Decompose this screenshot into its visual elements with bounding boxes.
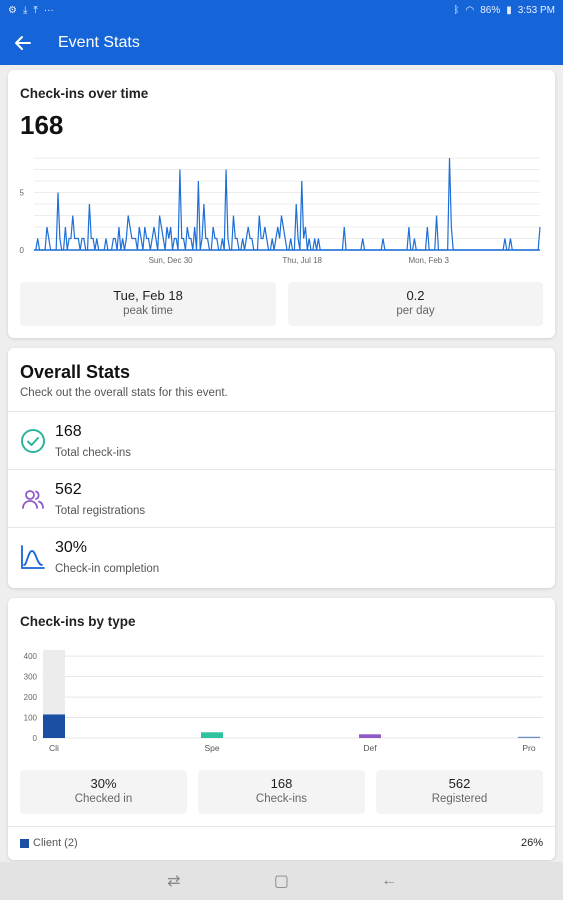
x-tick-label: Spe — [204, 743, 219, 753]
y-tick-label: 0 — [33, 734, 38, 743]
legend-row-client[interactable]: Client (2) 26% — [8, 826, 555, 860]
overall-stats-card: Overall Stats Check out the overall stat… — [8, 348, 555, 588]
system-nav-bar: ⇄ ▢ ← — [0, 862, 563, 900]
battery-icon: ▮ — [506, 4, 512, 16]
back-icon[interactable]: ← — [381, 872, 398, 889]
overall-stats-title: Overall Stats — [20, 362, 131, 382]
registered-value: 562 — [448, 776, 471, 791]
y-tick-label: 200 — [24, 693, 38, 702]
stat-row-registrations: 562 Total registrations — [8, 469, 555, 527]
checkins-by-type-card: Check-ins by type 0 100 200 300 400 Cli Spe Def… — [8, 598, 555, 860]
bar-checked-in — [43, 714, 65, 738]
status-right: ᛒ ◠ 86% ▮ 3:53 PM — [453, 5, 555, 16]
legend-label: Client (2) — [33, 837, 78, 849]
legend-swatch — [20, 839, 29, 848]
checked-in-box: 30% Checked in — [20, 770, 187, 814]
checked-in-label: Checked in — [74, 793, 133, 805]
completion-value: 30% — [55, 539, 88, 556]
home-icon[interactable]: ▢ — [273, 873, 290, 890]
checkins-over-time-title: Check-ins over time — [20, 86, 149, 101]
more-icon: ··· — [43, 4, 54, 16]
per-day-box: 0.2 per day — [288, 282, 543, 326]
peak-time-value: Tue, Feb 18 — [113, 288, 183, 303]
overall-stats-subtitle: Check out the overall stats for this eve… — [20, 387, 228, 399]
y-tick-label: 400 — [24, 652, 38, 661]
users-icon — [22, 490, 44, 509]
checkins-over-time-card: Check-ins over time 168 0 5 Sun, Dec 30 Thu… — [8, 70, 555, 338]
page-title: Event Stats — [58, 33, 140, 51]
completion-label: Check-in completion — [55, 563, 160, 575]
per-day-value: 0.2 — [406, 288, 425, 303]
checkins-by-type-chart: 0 100 200 300 400 Cli Spe Def Pro — [24, 650, 543, 753]
registered-label: Registered — [431, 793, 488, 805]
upload-icon: ⤒ — [33, 4, 38, 16]
stat-row-checkins: 168 Total check-ins — [8, 411, 555, 469]
peak-time-box: Tue, Feb 18 peak time — [20, 282, 276, 326]
battery-percent: 86% — [480, 4, 501, 16]
peak-time-label: peak time — [123, 305, 173, 317]
check-ins-box: 168 Check-ins — [198, 770, 365, 814]
check-ins-label: Check-ins — [255, 793, 308, 805]
recent-apps-icon[interactable]: ⇄ — [167, 873, 181, 890]
total-checkins-value: 168 — [55, 423, 82, 440]
gear-icon: ⚙ — [8, 4, 17, 16]
total-registrations-value: 562 — [55, 481, 82, 498]
wifi-icon: ◠ — [465, 4, 475, 16]
app-bar: Event Stats — [0, 20, 563, 65]
x-tick-label: Cli — [49, 743, 59, 753]
bluetooth-icon: ᛒ — [453, 4, 460, 16]
y-tick-label: 0 — [20, 246, 25, 255]
checkins-total: 168 — [20, 110, 64, 140]
y-tick-label: 5 — [20, 189, 25, 198]
total-checkins-label: Total check-ins — [55, 447, 132, 459]
stat-row-completion: 30% Check-in completion — [8, 527, 555, 585]
arrow-left-icon[interactable] — [0, 20, 46, 65]
x-tick-label: Def — [363, 743, 377, 753]
status-left: ⚙ ⤓ ⤒ ··· — [8, 5, 54, 16]
bar-checked-in — [201, 732, 223, 738]
check-circle-icon — [21, 429, 45, 453]
bar-checked-in — [518, 736, 540, 738]
checkins-line-chart: 0 5 Sun, Dec 30 Thu, Jul 18 Mon, Feb 3 — [20, 157, 541, 265]
checkins-by-type-title: Check-ins by type — [20, 614, 136, 629]
x-tick-label: Sun, Dec 30 — [149, 256, 194, 265]
y-tick-label: 300 — [24, 673, 38, 682]
legend-percent: 26% — [520, 837, 543, 849]
check-ins-value: 168 — [270, 776, 293, 791]
y-tick-label: 100 — [24, 714, 38, 723]
registered-box: 562 Registered — [376, 770, 543, 814]
total-registrations-label: Total registrations — [55, 505, 146, 517]
bell-curve-icon — [21, 545, 45, 569]
status-time: 3:53 PM — [517, 4, 555, 16]
x-tick-label: Thu, Jul 18 — [282, 256, 322, 265]
status-bar: ⚙ ⤓ ⤒ ··· ᛒ ◠ 86% ▮ 3:53 PM — [0, 0, 563, 20]
x-tick-label: Mon, Feb 3 — [408, 256, 449, 265]
per-day-label: per day — [396, 305, 435, 317]
bar-checked-in — [359, 734, 381, 738]
x-tick-label: Pro — [522, 743, 536, 753]
checked-in-value: 30% — [90, 776, 117, 791]
download-icon: ⤓ — [22, 4, 28, 16]
